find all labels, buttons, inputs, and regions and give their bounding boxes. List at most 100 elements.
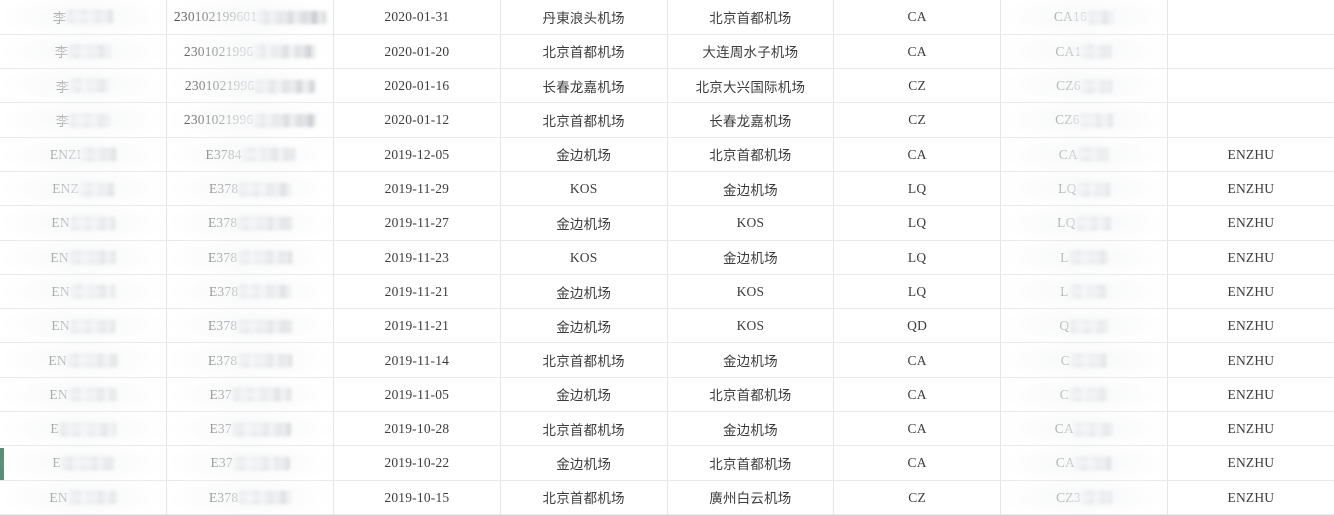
cell-flight[interactable]: CZ6	[1000, 102, 1168, 138]
table-row[interactable]: E E37 2019-10-28 北京首都机场 金边机场 CA CA ENZHU	[0, 411, 1334, 447]
cell-date[interactable]: 2019-10-28	[333, 411, 501, 447]
cell-to[interactable]: 北京首都机场	[667, 137, 835, 172]
cell-from[interactable]: 金边机场	[500, 308, 668, 344]
table-row[interactable]: 李 2301021996 2020-01-20 北京首都机场 大连周水子机场 CA CA1	[0, 34, 1334, 70]
cell-to[interactable]: KOS	[667, 205, 835, 241]
cell-date[interactable]: 2020-01-16	[333, 68, 501, 104]
cell-name[interactable]: E	[0, 411, 168, 447]
cell-id[interactable]: E378	[166, 480, 334, 515]
cell-airline[interactable]: QD	[833, 308, 1001, 344]
cell-from[interactable]: KOS	[500, 171, 668, 207]
cell-id[interactable]: E378	[166, 342, 334, 378]
cell-airline[interactable]: CA	[833, 377, 1001, 413]
cell-operator[interactable]	[1167, 68, 1334, 104]
cell-operator[interactable]: ENZHU	[1167, 411, 1334, 447]
cell-flight[interactable]: LQ	[1000, 205, 1168, 241]
cell-id[interactable]: E37	[166, 445, 334, 481]
table-row[interactable]: E E37 2019-10-22 金边机场 北京首都机场 CA CA ENZHU	[0, 445, 1334, 481]
cell-flight[interactable]: CA16	[1000, 0, 1168, 35]
cell-id[interactable]: E378	[166, 205, 334, 241]
cell-from[interactable]: 北京首都机场	[500, 102, 668, 138]
cell-name[interactable]: EN	[0, 274, 168, 310]
cell-id[interactable]: 2301021996	[166, 102, 334, 138]
cell-date[interactable]: 2019-10-22	[333, 445, 501, 481]
cell-name[interactable]: ENZI	[0, 137, 168, 172]
table-row[interactable]: EN E378 2019-11-23 KOS 金边机场 LQ L ENZHU	[0, 240, 1334, 275]
cell-airline[interactable]: CA	[833, 137, 1001, 172]
cell-from[interactable]: 金边机场	[500, 377, 668, 413]
cell-operator[interactable]	[1167, 34, 1334, 70]
table-row[interactable]: ENZ E378 2019-11-29 KOS 金边机场 LQ LQ ENZHU	[0, 171, 1334, 207]
cell-airline[interactable]: CZ	[833, 68, 1001, 104]
cell-id[interactable]: E378	[166, 274, 334, 310]
cell-from[interactable]: 金边机场	[500, 445, 668, 481]
cell-date[interactable]: 2020-01-31	[333, 0, 501, 35]
cell-name[interactable]: ENZ	[0, 171, 168, 207]
cell-id[interactable]: 2301021996	[166, 68, 334, 104]
cell-operator[interactable]: ENZHU	[1167, 205, 1334, 241]
cell-operator[interactable]: ENZHU	[1167, 137, 1334, 172]
cell-airline[interactable]: CA	[833, 34, 1001, 70]
cell-name[interactable]: E	[0, 445, 168, 481]
cell-date[interactable]: 2019-11-05	[333, 377, 501, 413]
cell-from[interactable]: KOS	[500, 240, 668, 275]
cell-name[interactable]: 李	[0, 0, 168, 35]
cell-from[interactable]: 金边机场	[500, 274, 668, 310]
cell-flight[interactable]: CA	[1000, 137, 1168, 172]
cell-id[interactable]: E3784	[166, 137, 334, 172]
cell-to[interactable]: KOS	[667, 308, 835, 344]
cell-date[interactable]: 2019-11-29	[333, 171, 501, 207]
cell-to[interactable]: 北京首都机场	[667, 0, 835, 35]
cell-to[interactable]: 金边机场	[667, 240, 835, 275]
cell-flight[interactable]: L	[1000, 274, 1168, 310]
cell-name[interactable]: EN	[0, 377, 168, 413]
cell-airline[interactable]: CZ	[833, 480, 1001, 515]
cell-flight[interactable]: C	[1000, 377, 1168, 413]
cell-id[interactable]: E37	[166, 377, 334, 413]
cell-to[interactable]: 北京首都机场	[667, 445, 835, 481]
table-row[interactable]: EN E37 2019-11-05 金边机场 北京首都机场 CA C ENZHU	[0, 377, 1334, 413]
cell-id[interactable]: E378	[166, 171, 334, 207]
cell-date[interactable]: 2020-01-20	[333, 34, 501, 70]
cell-flight[interactable]: CA1	[1000, 34, 1168, 70]
table-row[interactable]: EN E378 2019-11-21 金边机场 KOS LQ L ENZHU	[0, 274, 1334, 310]
cell-to[interactable]: 北京首都机场	[667, 377, 835, 413]
cell-airline[interactable]: LQ	[833, 240, 1001, 275]
cell-id[interactable]: 230102199601	[166, 0, 334, 35]
cell-to[interactable]: 北京大兴国际机场	[667, 68, 835, 104]
cell-airline[interactable]: CA	[833, 411, 1001, 447]
cell-flight[interactable]: LQ	[1000, 171, 1168, 207]
cell-id[interactable]: E378	[166, 240, 334, 275]
cell-operator[interactable]	[1167, 102, 1334, 138]
cell-to[interactable]: 金边机场	[667, 171, 835, 207]
cell-operator[interactable]: ENZHU	[1167, 171, 1334, 207]
cell-operator[interactable]: ENZHU	[1167, 274, 1334, 310]
cell-airline[interactable]: LQ	[833, 205, 1001, 241]
cell-date[interactable]: 2020-01-12	[333, 102, 501, 138]
cell-airline[interactable]: CA	[833, 342, 1001, 378]
cell-date[interactable]: 2019-11-21	[333, 274, 501, 310]
cell-from[interactable]: 北京首都机场	[500, 480, 668, 515]
cell-date[interactable]: 2019-11-14	[333, 342, 501, 378]
table-row[interactable]: EN E378 2019-10-15 北京首都机场 廣州白云机场 CZ CZ3 ENZHU	[0, 480, 1334, 515]
cell-from[interactable]: 北京首都机场	[500, 342, 668, 378]
cell-operator[interactable]: ENZHU	[1167, 308, 1334, 344]
cell-to[interactable]: 廣州白云机场	[667, 480, 835, 515]
cell-id[interactable]: E378	[166, 308, 334, 344]
cell-operator[interactable]	[1167, 0, 1334, 35]
cell-to[interactable]: 金边机场	[667, 342, 835, 378]
cell-airline[interactable]: LQ	[833, 171, 1001, 207]
cell-name[interactable]: EN	[0, 480, 168, 515]
cell-id[interactable]: 2301021996	[166, 34, 334, 70]
cell-date[interactable]: 2019-11-27	[333, 205, 501, 241]
cell-date[interactable]: 2019-11-21	[333, 308, 501, 344]
cell-operator[interactable]: ENZHU	[1167, 342, 1334, 378]
table-row[interactable]: EN E378 2019-11-14 北京首都机场 金边机场 CA C ENZHU	[0, 342, 1334, 378]
cell-operator[interactable]: ENZHU	[1167, 480, 1334, 515]
cell-flight[interactable]: C	[1000, 342, 1168, 378]
cell-airline[interactable]: CZ	[833, 102, 1001, 138]
cell-name[interactable]: EN	[0, 205, 168, 241]
cell-from[interactable]: 丹東浪头机场	[500, 0, 668, 35]
cell-flight[interactable]: CA	[1000, 411, 1168, 447]
cell-operator[interactable]: ENZHU	[1167, 445, 1334, 481]
